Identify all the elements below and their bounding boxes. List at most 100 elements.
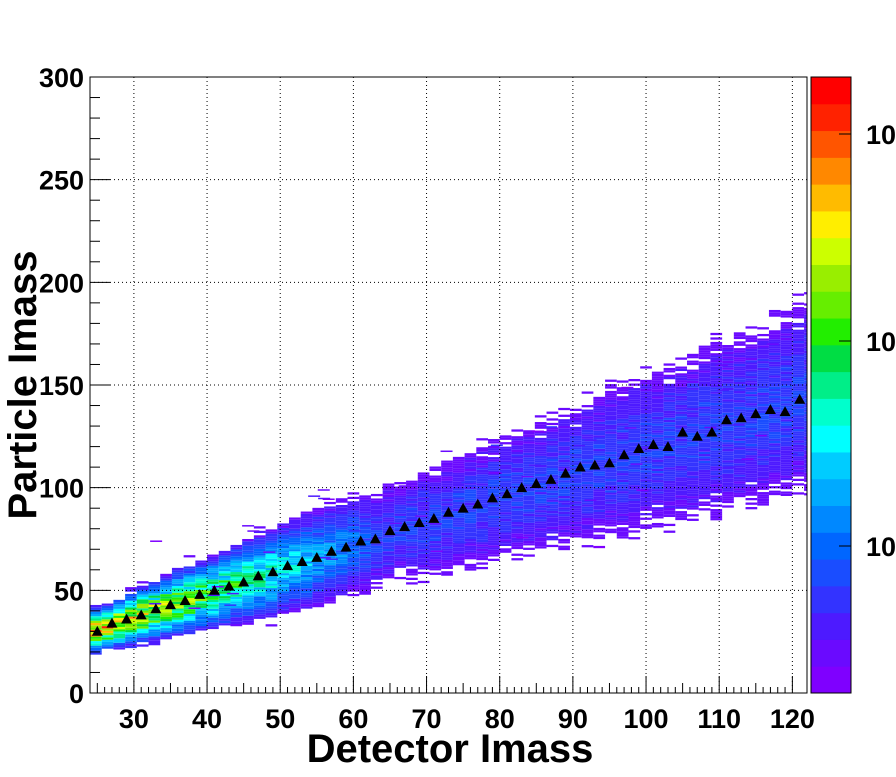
- heatmap-cell: [792, 361, 805, 364]
- heatmap-cell: [628, 424, 641, 427]
- heatmap-cell: [710, 479, 723, 482]
- heatmap-cell: [792, 478, 805, 482]
- heatmap-cell: [160, 591, 172, 595]
- heatmap-cell: [312, 550, 325, 554]
- heatmap-cell: [546, 535, 559, 539]
- heatmap-cell: [253, 612, 266, 615]
- heatmap-cell: [464, 525, 477, 528]
- heatmap-cell: [710, 332, 723, 336]
- heatmap-cell: [605, 478, 617, 482]
- heatmap-cell: [745, 507, 758, 510]
- heatmap-cell: [733, 485, 746, 489]
- heatmap-cell: [628, 458, 641, 461]
- heatmap-cell: [347, 541, 360, 545]
- heatmap-cell: [640, 461, 652, 464]
- heatmap-cell: [452, 547, 465, 550]
- heatmap-cell: [768, 312, 781, 315]
- heatmap-cell: [593, 414, 606, 418]
- heatmap-cell: [476, 510, 489, 513]
- heatmap-cell: [558, 464, 570, 467]
- heatmap-cell: [488, 518, 500, 521]
- heatmap-cell: [171, 567, 184, 571]
- heatmap-cell: [171, 604, 184, 607]
- heatmap-cell: [663, 507, 676, 511]
- heatmap-cell: [359, 560, 371, 564]
- heatmap-cell: [370, 507, 383, 510]
- heatmap-cell: [160, 603, 172, 606]
- heatmap-cell: [499, 536, 512, 540]
- heatmap-cell: [534, 507, 547, 511]
- heatmap-cell: [768, 443, 781, 446]
- heatmap-cell: [722, 365, 734, 368]
- heatmap-cell: [651, 498, 664, 501]
- heatmap-cell: [534, 478, 547, 481]
- heatmap-cell: [253, 596, 266, 599]
- heatmap-cell: [768, 373, 781, 376]
- heatmap-cell: [581, 506, 594, 509]
- heatmap-cell: [382, 521, 395, 525]
- heatmap-cell: [780, 335, 793, 338]
- heatmap-cell: [359, 551, 371, 555]
- heatmap-cell: [394, 495, 407, 498]
- heatmap-outlier: [545, 426, 558, 428]
- heatmap-cell: [628, 494, 641, 497]
- heatmap-cell: [218, 577, 231, 581]
- heatmap-cell: [687, 414, 699, 418]
- heatmap-cell: [757, 440, 769, 443]
- heatmap-cell: [558, 462, 570, 465]
- heatmap-cell: [804, 479, 807, 482]
- heatmap-cell: [476, 544, 489, 547]
- heatmap-cell: [476, 514, 489, 518]
- heatmap-cell: [651, 466, 664, 469]
- heatmap-cell: [687, 412, 699, 415]
- heatmap-cell: [277, 573, 290, 576]
- heatmap-cell: [651, 480, 664, 483]
- heatmap-cell: [253, 548, 266, 552]
- heatmap-cell: [710, 407, 723, 410]
- heatmap-cell: [417, 501, 430, 505]
- heatmap-cell: [534, 442, 547, 445]
- heatmap-cell: [768, 420, 781, 423]
- heatmap-cell: [382, 485, 395, 489]
- heatmap-cell: [558, 439, 570, 442]
- heatmap-cell: [113, 615, 126, 618]
- heatmap-cell: [277, 555, 290, 558]
- heatmap-cell: [616, 423, 629, 426]
- heatmap-cell: [569, 420, 582, 423]
- heatmap-cell: [593, 478, 606, 481]
- heatmap-cell: [253, 546, 266, 549]
- heatmap-cell: [253, 557, 266, 561]
- heatmap-cell: [663, 460, 676, 463]
- x-tick-label: 100: [624, 704, 669, 734]
- heatmap-cell: [441, 476, 453, 479]
- heatmap-cell: [593, 516, 606, 519]
- heatmap-cell: [768, 339, 781, 342]
- heatmap-cell: [534, 541, 547, 545]
- heatmap-cell: [359, 531, 371, 534]
- heatmap-cell: [569, 426, 582, 430]
- profile-point: [355, 535, 367, 546]
- heatmap-cell: [195, 607, 208, 611]
- heatmap-cell: [581, 429, 594, 433]
- heatmap-cell: [710, 430, 723, 433]
- heatmap-cell: [663, 474, 676, 477]
- profile-point: [589, 459, 601, 470]
- heatmap-cell: [687, 378, 699, 381]
- heatmap-cell: [253, 560, 266, 563]
- heatmap-cell: [546, 544, 559, 548]
- heatmap-cell: [675, 373, 688, 376]
- heatmap-cell: [640, 497, 652, 500]
- heatmap-cell: [722, 446, 734, 449]
- heatmap-cell: [616, 522, 629, 525]
- heatmap-cell: [347, 530, 360, 533]
- heatmap-cell: [745, 376, 758, 379]
- heatmap-cell: [382, 571, 395, 574]
- heatmap-cell: [370, 582, 383, 585]
- heatmap-cell: [804, 346, 807, 349]
- heatmap-cell: [441, 471, 453, 475]
- heatmap-cell: [312, 528, 325, 531]
- heatmap-cell: [616, 448, 629, 451]
- heatmap-cell: [406, 541, 418, 544]
- heatmap-cell: [347, 503, 360, 506]
- heatmap-cell: [780, 355, 793, 359]
